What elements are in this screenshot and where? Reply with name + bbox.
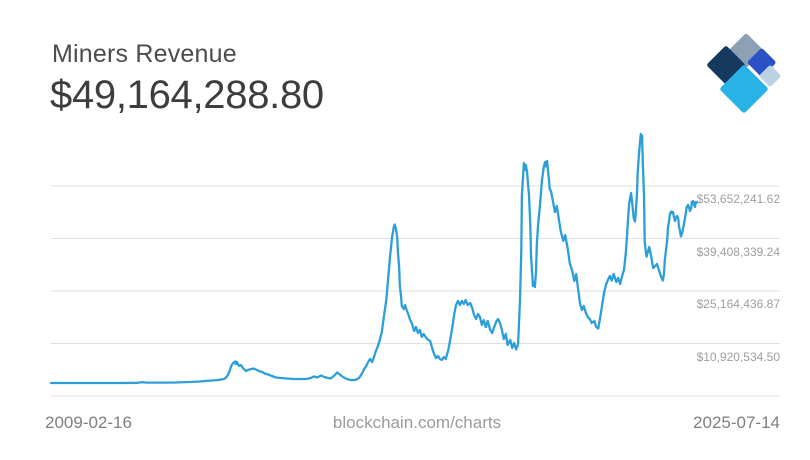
revenue-line (49, 132, 699, 385)
blockchain-logo (707, 33, 781, 113)
x-axis-end-date: 2025-07-14 (693, 413, 780, 432)
chart-title: Miners Revenue (52, 40, 237, 68)
logo-tile-cyan (720, 65, 768, 113)
chart-current-value: $49,164,288.80 (50, 73, 324, 117)
logo-tile-pale (759, 65, 781, 87)
x-axis-start-date: 2009-02-16 (45, 413, 132, 432)
watermark-url: blockchain.com/charts (332, 413, 502, 432)
